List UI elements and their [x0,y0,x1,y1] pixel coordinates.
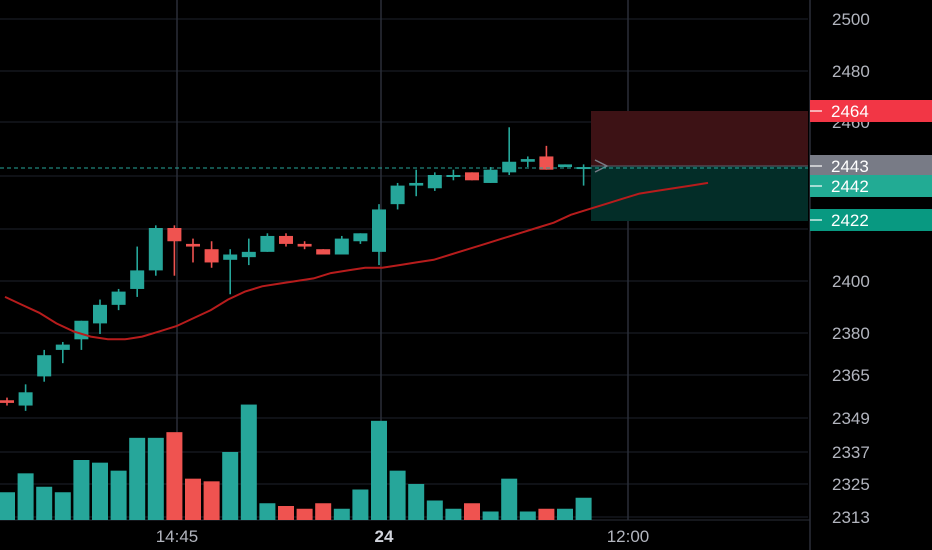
candle-body-up [93,304,107,324]
volume-bar [222,452,239,520]
volume-bar [501,478,518,520]
candle-body-up [334,238,349,255]
candle-body-up [241,251,256,258]
time-tick-label: 24 [375,527,394,546]
volume-bar [538,508,555,520]
price-badge-label: 2443 [831,157,869,176]
time-tick-label: 14:45 [156,527,199,546]
price-tick-label: 2337 [832,443,870,462]
price-badge-label: 2422 [831,211,869,230]
volume-bar [166,432,183,520]
volume-bar [36,486,53,520]
candle-body-down [167,228,182,242]
candle-body-up [427,175,442,189]
volume-bar [464,503,480,520]
candle-body-up [223,254,238,260]
price-tick-label: 2400 [832,272,870,291]
volume-bar [445,508,462,520]
volume-bar [147,437,164,520]
volume-bar [92,462,108,520]
volume-bar [371,420,387,520]
volume-bar [296,508,313,520]
volume-bar [185,478,201,520]
candle-body-up [372,209,386,252]
price-tick-label: 2500 [832,10,870,29]
moving-average-line [4,181,709,341]
position-arrow-icon [594,159,609,173]
candle-body-up [483,169,498,183]
volume-bar [389,470,406,520]
volume-bar [54,492,71,520]
candle-body-up [260,235,275,252]
candlesticks [0,127,591,411]
stop-loss-zone [591,111,808,166]
price-tick-label: 2313 [832,508,870,527]
candle-body-up [111,291,126,305]
candle-body-up [148,228,163,271]
price-badge [810,175,932,197]
volume-bar [333,508,350,520]
volume-bar [240,404,257,520]
candle-body-down [279,235,293,244]
take-profit-zone [591,166,808,221]
candle-body-up [502,161,517,173]
price-tick-label: 2325 [832,475,870,494]
moving-average [4,181,709,341]
volume-bar [278,506,294,520]
candle-body-up [130,270,145,289]
candle-body-down [465,172,479,181]
volume-bar [575,497,592,520]
volume-bar [352,489,369,520]
volume-bar [129,437,146,520]
price-badge-label: 2442 [831,177,869,196]
candle-body-down [316,249,331,255]
candle-body-up [446,175,461,177]
candle-body-up [520,159,535,162]
candle-body-up [558,164,572,168]
price-badge [810,100,932,122]
volume-bar [408,484,425,520]
candle-body-up [409,182,424,186]
volume-bar [259,503,276,520]
volume-bar [557,508,573,520]
candle-body-up [390,185,405,205]
price-badge [810,155,932,177]
time-axis[interactable]: 14:45 24 12:00 [156,527,650,546]
volume-bars [0,404,592,520]
volume-bar [482,511,499,520]
volume-bar [315,503,332,520]
price-tick-label: 2480 [832,62,870,81]
volume-bar [426,500,443,520]
volume-bar [0,492,15,520]
volume-bar [203,481,220,520]
price-tick-label: 2380 [832,324,870,343]
price-badge [810,209,932,231]
volume-bar [519,511,536,520]
price-badge-label: 2464 [831,102,869,121]
volume-bar [110,470,127,520]
candle-body-down [186,243,200,247]
volume-bar [73,460,90,520]
candle-body-up [37,355,52,377]
candle-body-down [539,156,554,170]
volume-bar [17,473,34,520]
position-zones [591,111,808,221]
candle-body-up [353,233,368,242]
candle-body-up [74,320,89,340]
price-tick-label: 2365 [832,366,870,385]
candle-body-up [55,344,70,350]
candle-body-up [18,392,33,406]
time-tick-label: 12:00 [607,527,650,546]
price-tick-label: 2349 [832,409,870,428]
candle-body-down [204,249,219,263]
candle-body-down [297,243,312,247]
candle-body-down [0,400,14,403]
